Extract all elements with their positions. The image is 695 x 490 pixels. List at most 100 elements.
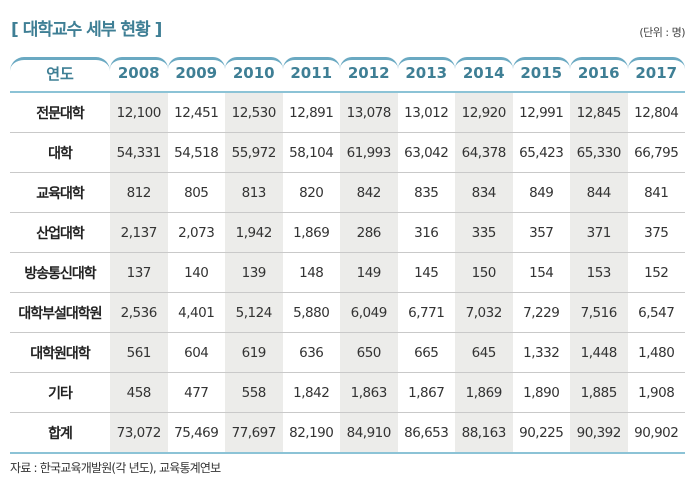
table-cell: 137 xyxy=(110,252,168,293)
table-row: 합계 73,072 75,469 77,697 82,190 84,910 86,653 88… xyxy=(10,412,685,454)
header-text: 2009 xyxy=(175,64,218,82)
table-cell: 6,547 xyxy=(627,292,685,333)
table-row: 대학원대학 561 604 619 636 650 665 645 1,332 1,448 1,48… xyxy=(10,332,685,373)
header-tab-decoration xyxy=(512,57,570,74)
row-label: 합계 xyxy=(10,412,110,454)
table-cell: 820 xyxy=(282,172,340,213)
table-cell: 357 xyxy=(512,212,570,253)
header-year: 2015 xyxy=(512,55,570,93)
table-cell: 4,401 xyxy=(167,292,225,333)
table-cell: 7,032 xyxy=(455,292,513,333)
header-year: 2016 xyxy=(570,55,628,93)
row-label: 산업대학 xyxy=(10,212,110,253)
header-text: 2012 xyxy=(347,64,390,82)
table-cell: 1,885 xyxy=(570,372,628,413)
row-label: 대학원대학 xyxy=(10,332,110,373)
table-cell: 1,908 xyxy=(627,372,685,413)
table-cell: 13,012 xyxy=(397,92,455,133)
table-cell: 12,920 xyxy=(455,92,513,133)
table-cell: 561 xyxy=(110,332,168,373)
table-cell: 88,163 xyxy=(455,412,513,454)
table-cell: 2,137 xyxy=(110,212,168,253)
table-row: 대학부설대학원 2,536 4,401 5,124 5,880 6,049 6,771 7,0… xyxy=(10,292,685,333)
table-cell: 844 xyxy=(570,172,628,213)
table-cell: 619 xyxy=(225,332,283,373)
table-cell: 58,104 xyxy=(282,132,340,173)
table-cell: 6,049 xyxy=(340,292,398,333)
table-cell: 375 xyxy=(627,212,685,253)
table-cell: 1,890 xyxy=(512,372,570,413)
table-cell: 73,072 xyxy=(110,412,168,454)
table-cell: 55,972 xyxy=(225,132,283,173)
table-cell: 63,042 xyxy=(397,132,455,173)
table-cell: 7,229 xyxy=(512,292,570,333)
table-cell: 371 xyxy=(570,212,628,253)
table-cell: 90,225 xyxy=(512,412,570,454)
table-cell: 645 xyxy=(455,332,513,373)
table-cell: 61,993 xyxy=(340,132,398,173)
table-cell: 12,991 xyxy=(512,92,570,133)
table-cell: 90,902 xyxy=(627,412,685,454)
header-text: 2010 xyxy=(232,64,275,82)
header-tab-decoration xyxy=(167,57,225,74)
table-cell: 841 xyxy=(627,172,685,213)
faculty-table: 연도 2008 2009 2010 2011 2012 2013 2014 2015 2016 20… xyxy=(10,55,685,454)
header-text: 2013 xyxy=(405,64,448,82)
table-cell: 558 xyxy=(225,372,283,413)
row-label: 전문대학 xyxy=(10,92,110,133)
table-cell: 5,880 xyxy=(282,292,340,333)
header-tab-decoration xyxy=(627,57,685,74)
table-row: 기타 458 477 558 1,842 1,863 1,867 1,869 1,890 1,88… xyxy=(10,372,685,413)
table-cell: 1,867 xyxy=(397,372,455,413)
table-cell: 66,795 xyxy=(627,132,685,173)
page-title: [ 대학교수 세부 현황 ] xyxy=(11,20,162,40)
table-cell: 458 xyxy=(110,372,168,413)
row-label: 기타 xyxy=(10,372,110,413)
header-year: 2011 xyxy=(282,55,340,93)
header-tab-decoration xyxy=(340,57,398,74)
header-text: 2008 xyxy=(117,64,160,82)
table-row: 교육대학 812 805 813 820 842 835 834 849 844 841 xyxy=(10,172,685,213)
table-cell: 12,451 xyxy=(167,92,225,133)
table-cell: 316 xyxy=(397,212,455,253)
header-year: 2014 xyxy=(455,55,513,93)
header-year-label: 연도 xyxy=(10,55,110,93)
header-tab-decoration xyxy=(397,57,455,74)
header-text: 2015 xyxy=(520,64,563,82)
table-cell: 5,124 xyxy=(225,292,283,333)
table-cell: 90,392 xyxy=(570,412,628,454)
table-cell: 148 xyxy=(282,252,340,293)
header-year: 2008 xyxy=(110,55,168,93)
table-cell: 813 xyxy=(225,172,283,213)
table-cell: 86,653 xyxy=(397,412,455,454)
table-cell: 335 xyxy=(455,212,513,253)
table-row: 전문대학 12,100 12,451 12,530 12,891 13,078 13,012… xyxy=(10,92,685,133)
header-tab-decoration xyxy=(110,57,168,74)
header-year: 2010 xyxy=(225,55,283,93)
table-cell: 154 xyxy=(512,252,570,293)
table-row: 산업대학 2,137 2,073 1,942 1,869 286 316 335 357 371 3… xyxy=(10,212,685,253)
table-cell: 77,697 xyxy=(225,412,283,454)
header-text: 2016 xyxy=(577,64,620,82)
row-label: 대학 xyxy=(10,132,110,173)
table-cell: 153 xyxy=(570,252,628,293)
table-cell: 82,190 xyxy=(282,412,340,454)
table-cell: 665 xyxy=(397,332,455,373)
table-cell: 650 xyxy=(340,332,398,373)
header-tab-decoration xyxy=(225,57,283,74)
table-cell: 12,804 xyxy=(627,92,685,133)
header-row: 연도 2008 2009 2010 2011 2012 2013 2014 2015 2016 20… xyxy=(10,55,685,93)
table-row: 방송통신대학 137 140 139 148 149 145 150 154 153 152 xyxy=(10,252,685,293)
table-cell: 805 xyxy=(167,172,225,213)
table-cell: 145 xyxy=(397,252,455,293)
table-cell: 812 xyxy=(110,172,168,213)
table-cell: 2,073 xyxy=(167,212,225,253)
table-cell: 12,845 xyxy=(570,92,628,133)
header-tab-decoration xyxy=(282,57,340,74)
header-text: 2011 xyxy=(290,64,333,82)
row-label: 방송통신대학 xyxy=(10,252,110,293)
table-cell: 2,536 xyxy=(110,292,168,333)
table-cell: 1,448 xyxy=(570,332,628,373)
table-cell: 1,863 xyxy=(340,372,398,413)
header-year: 2013 xyxy=(397,55,455,93)
